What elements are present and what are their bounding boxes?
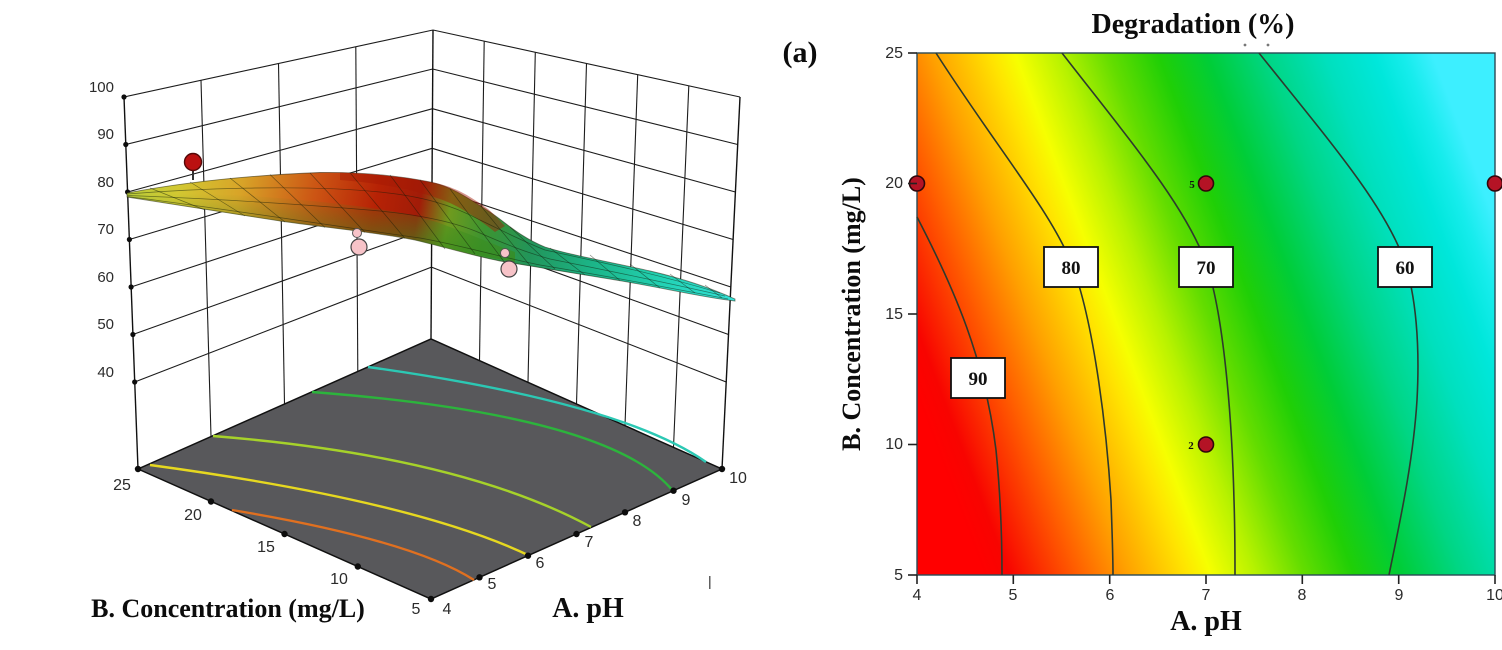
contour-label-box-60 — [1377, 246, 1433, 288]
surface3d-plot: 100 90 80 70 60 50 40 25 20 15 10 5 4 5 … — [89, 29, 747, 624]
x-tick-label: 6 — [1106, 587, 1115, 604]
point-above-surface — [183, 152, 203, 172]
axis-title-ph-3d: A. pH — [552, 593, 624, 624]
panel-label: (a) — [783, 36, 818, 69]
contour-label-80: 80 — [1062, 258, 1081, 279]
contour-line-80 — [935, 52, 1114, 576]
z-tick-label: 90 — [97, 126, 114, 143]
y-tick-labels-2d: 5 10 15 20 25 — [885, 45, 903, 584]
contour-field — [916, 52, 1496, 576]
surface-crest-highlight — [340, 172, 505, 232]
contour-plot: (a) Degradation (%) 90 80 70 60 — [783, 9, 1502, 637]
x-tick-label: 10 — [1486, 587, 1502, 604]
design-points-3d — [183, 152, 518, 278]
contour-line-70 — [1061, 52, 1236, 576]
floor-contour-50 — [367, 365, 707, 463]
contour-label-box-70 — [1178, 246, 1234, 288]
axis-title-concentration-3d: B. Concentration (mg/L) — [91, 594, 365, 623]
design-point-tag: 5 — [1189, 179, 1195, 191]
contour-label-60: 60 — [1396, 258, 1415, 279]
wall-left — [124, 30, 433, 469]
floor-contour-60 — [311, 390, 674, 492]
z-tick-label: 60 — [97, 269, 114, 286]
x-tick-label: 6 — [536, 555, 545, 572]
z-tick-labels: 100 90 80 70 60 50 40 — [89, 79, 114, 381]
y-tick-label: 5 — [894, 567, 903, 584]
x-tick-label: 9 — [682, 492, 691, 509]
contour-label-boxes: 90 80 70 60 — [950, 246, 1433, 399]
design-point — [1197, 436, 1215, 453]
y-tick-label: 15 — [257, 539, 275, 556]
axis-ticks — [908, 52, 1496, 584]
tick-dots — [121, 94, 726, 603]
contour-label-box-80 — [1043, 246, 1099, 288]
floor-contour-80 — [149, 463, 531, 558]
stray-mark: | — [708, 573, 712, 589]
z-tick-label: 40 — [97, 364, 114, 381]
x-tick-label: 5 — [488, 576, 497, 593]
plot-title: Degradation (%) — [1092, 9, 1295, 40]
y-tick-label: 5 — [412, 601, 421, 618]
contour-lines — [916, 52, 1419, 576]
point-below-surface — [500, 260, 518, 278]
y-tick-label: 25 — [885, 45, 903, 62]
surface-mesh-lines — [126, 172, 729, 300]
floor-contour-90 — [231, 508, 475, 582]
wall-grid — [123, 29, 741, 448]
y-tick-label: 25 — [113, 477, 131, 494]
x-tick-label: 4 — [443, 601, 452, 618]
contour-label-70: 70 — [1197, 258, 1216, 279]
design-point-tag: 2 — [1188, 440, 1194, 452]
title-speck — [1243, 43, 1247, 47]
y-tick-label: 20 — [885, 175, 903, 192]
x-tick-label: 5 — [1009, 587, 1018, 604]
z-tick-label: 70 — [97, 221, 114, 238]
z-tick-label: 50 — [97, 316, 114, 333]
response-surface — [126, 172, 736, 302]
x-tick-label: 8 — [1298, 587, 1307, 604]
x-tick-label: 9 — [1395, 587, 1404, 604]
design-point — [1197, 175, 1215, 192]
x-tick-label: 7 — [585, 534, 594, 551]
axis-title-concentration-2d: B. Concentration (mg/L) — [837, 177, 866, 451]
design-point — [1486, 175, 1502, 192]
wall-right — [431, 30, 740, 469]
y-tick-label: 15 — [885, 306, 903, 323]
x-tick-labels-3d: 4 5 6 7 8 9 10 — [443, 470, 747, 618]
y-tick-label: 10 — [885, 436, 903, 453]
point-below-surface — [350, 238, 368, 256]
design-points-2d: 5 2 — [908, 175, 1502, 453]
surface-shade-overlay — [127, 193, 515, 262]
z-tick-label: 80 — [97, 174, 114, 191]
contour-line-60 — [1258, 52, 1419, 576]
floor-contour-70 — [212, 434, 592, 529]
contour-label-box-90 — [950, 357, 1006, 399]
point-pin-head — [352, 228, 362, 238]
contour-label-90: 90 — [969, 369, 988, 390]
title-speck — [1266, 43, 1270, 47]
z-axis-line — [123, 96, 139, 470]
floor-contours — [149, 365, 707, 582]
y-tick-label: 10 — [330, 571, 348, 588]
y-tick-label: 20 — [184, 507, 202, 524]
y-tick-labels-3d: 25 20 15 10 5 — [113, 477, 420, 618]
x-tick-labels-2d: 4 5 6 7 8 9 10 — [913, 587, 1502, 604]
axis-title-ph-2d: A. pH — [1170, 606, 1242, 637]
x-tick-label: 8 — [633, 513, 642, 530]
x-tick-label: 10 — [729, 470, 747, 487]
z-tick-label: 100 — [89, 79, 114, 96]
x-tick-label: 7 — [1202, 587, 1211, 604]
contour-line-90 — [916, 216, 1003, 576]
x-tick-label: 4 — [913, 587, 922, 604]
point-pin-head — [500, 248, 510, 258]
